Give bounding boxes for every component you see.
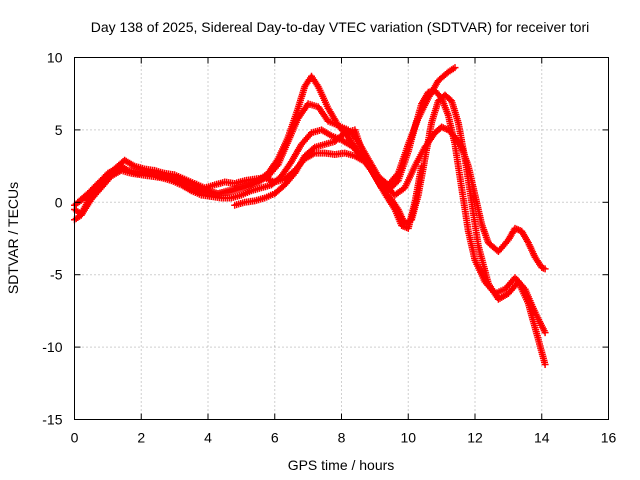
x-tick-label: 14 bbox=[534, 430, 550, 446]
x-tick-label: 0 bbox=[71, 430, 79, 446]
x-tick-label: 12 bbox=[467, 430, 483, 446]
x-tick-label: 4 bbox=[204, 430, 212, 446]
y-tick-label: 5 bbox=[55, 122, 63, 138]
data-point bbox=[541, 361, 549, 368]
y-tick-label: -15 bbox=[42, 412, 62, 428]
y-tick-label: -10 bbox=[42, 339, 62, 355]
grid bbox=[74, 57, 609, 420]
y-axis-label: SDTVAR / TECUs bbox=[5, 182, 21, 294]
x-tick-label: 16 bbox=[601, 430, 617, 446]
x-tick-labels: 0 2 4 6 8 10 12 14 16 bbox=[71, 430, 617, 446]
x-tick-label: 10 bbox=[400, 430, 416, 446]
chart-title: Day 138 of 2025, Sidereal Day-to-day VTE… bbox=[91, 19, 590, 35]
data-point bbox=[541, 265, 549, 273]
data-point bbox=[541, 329, 549, 337]
data-point bbox=[418, 162, 426, 170]
data-points bbox=[71, 64, 549, 368]
y-tick-label: -5 bbox=[50, 267, 63, 283]
x-tick-label: 8 bbox=[338, 430, 346, 446]
axis-ticks bbox=[74, 57, 609, 420]
y-tick-label: 10 bbox=[47, 50, 63, 66]
y-tick-labels: 10 5 0 -5 -10 -15 bbox=[42, 50, 62, 428]
x-tick-label: 2 bbox=[137, 430, 145, 446]
y-tick-label: 0 bbox=[55, 194, 63, 210]
series-trace-5 bbox=[231, 126, 426, 232]
series-trace-4 bbox=[74, 64, 459, 206]
x-axis-label: GPS time / hours bbox=[288, 457, 395, 473]
series-trace-2 bbox=[71, 91, 549, 368]
data-point bbox=[451, 64, 459, 72]
x-tick-label: 6 bbox=[271, 430, 279, 446]
